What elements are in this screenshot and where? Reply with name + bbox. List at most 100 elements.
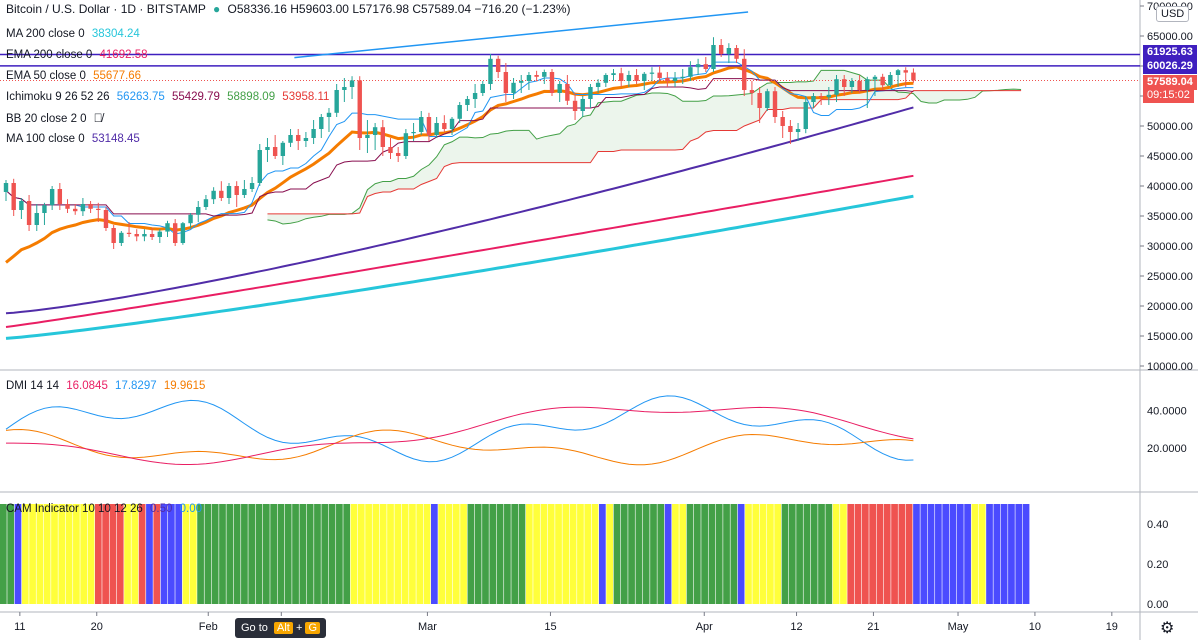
legend-bb[interactable]: BB 20 close 2 0 👁̸ [6,111,103,125]
cam-bar [832,504,840,604]
candle-body [480,84,485,93]
ichimoku-cloud [267,70,1022,224]
candle-body [626,75,632,81]
gear-icon[interactable]: ⚙ [1160,620,1175,637]
cam-bar [387,504,394,604]
hidden-eye-icon[interactable]: 👁̸ [93,111,103,125]
candle-body [42,205,47,213]
candle-body [411,132,416,134]
cam-bar [657,504,665,604]
cam-bar [635,504,643,604]
candle-body [688,67,693,77]
currency-button[interactable]: USD [1156,6,1190,22]
cam-tick-label: 0.40 [1147,519,1168,531]
candle-body [772,91,778,117]
time-tick-label: May [948,621,969,633]
cam-bar [14,504,22,604]
candle-body [534,75,539,77]
cam-bar [986,504,993,604]
legend-ema200[interactable]: EMA 200 close 0 41692.58 [6,49,148,61]
cam-bar [511,504,519,604]
cam-bar [277,504,285,604]
legend-ma100[interactable]: MA 100 close 0 53148.45 [6,133,140,145]
legend-ema50[interactable]: EMA 50 close 0 55677.66 [6,70,142,82]
cam-bar [489,504,497,604]
candle-body [711,45,716,69]
candle-body [865,79,870,90]
cam-bar [562,504,570,604]
candle-body [672,78,678,81]
candle-body [265,147,270,150]
legend-ichimoku[interactable]: Ichimoku 9 26 52 26 56263.75 55429.79 58… [6,91,330,103]
candle-body [457,105,462,119]
cam-bar [270,504,277,604]
candle-body [196,207,201,215]
cam-bar [810,504,818,604]
time-tick-label: Mar [418,621,437,633]
cam-bar [365,504,372,604]
cam-bar [767,504,774,604]
candle-body [111,228,116,243]
cam-bar [357,504,365,604]
candle-body [403,133,409,156]
candle-body [580,99,585,111]
cam-bar [401,504,409,604]
price-tick-label: 10000.00 [1147,361,1193,373]
cam-bar [913,504,920,604]
cam-bar [58,504,66,604]
candle-body [380,127,386,147]
cam-bar [628,504,635,604]
symbol-title[interactable]: Bitcoin / U.S. Dollar · 1D · BITSTAMP [6,2,206,16]
level-badge-1: 61925.63 [1143,45,1197,60]
price-tick-label: 15000.00 [1147,331,1193,343]
cam-bar [423,504,431,604]
candle-body [880,76,885,86]
candle-body [326,112,332,117]
cam-bar [87,504,95,604]
candle-body [88,204,93,209]
candle-body [788,126,793,132]
cam-bar [613,504,621,604]
legend-ma200[interactable]: MA 200 close 0 38304.24 [6,28,140,40]
cam-bar [0,504,7,604]
candle-body [126,232,132,234]
legend-dmi[interactable]: DMI 14 14 16.0845 17.8297 19.9615 [6,380,206,392]
price-tick-label: 20000.00 [1147,301,1193,313]
legend-cam[interactable]: CAM Indicator 10 10 12 26 0.50 0.00 [6,503,202,515]
time-tick-label: 20 [91,621,103,633]
cam-bar [343,504,351,604]
candle-body [842,79,847,87]
candle-body [542,72,547,77]
goto-date-button[interactable]: Go to Alt + G [235,618,326,638]
candle-body [565,84,570,101]
cam-bar [474,504,482,604]
cam-bar [80,504,88,604]
cam-bar [949,504,957,604]
candle-body [488,58,493,84]
cam-bar [905,504,913,604]
cam-bar [672,504,679,604]
cam-bar [1008,504,1015,604]
candle-body [780,117,785,126]
cam-bar [211,504,219,604]
cam-bar [993,504,1001,604]
candle-body [57,189,63,204]
cam-bar [21,504,29,604]
time-tick-label: 15 [544,621,556,633]
time-tick-label: 11 [14,621,25,633]
candle-body [495,58,501,72]
cam-bar [379,504,387,604]
candle-body [449,118,455,129]
candle-body [203,199,209,207]
cam-bar [650,504,657,604]
candle-body [280,142,286,156]
candle-body [296,135,301,141]
cam-bar [927,504,935,604]
cam-bar [818,504,825,604]
candle-body [96,208,101,210]
candle-body [442,123,447,129]
candle-body [34,213,39,225]
cam-bar [153,504,161,604]
cam-bar [219,504,226,604]
